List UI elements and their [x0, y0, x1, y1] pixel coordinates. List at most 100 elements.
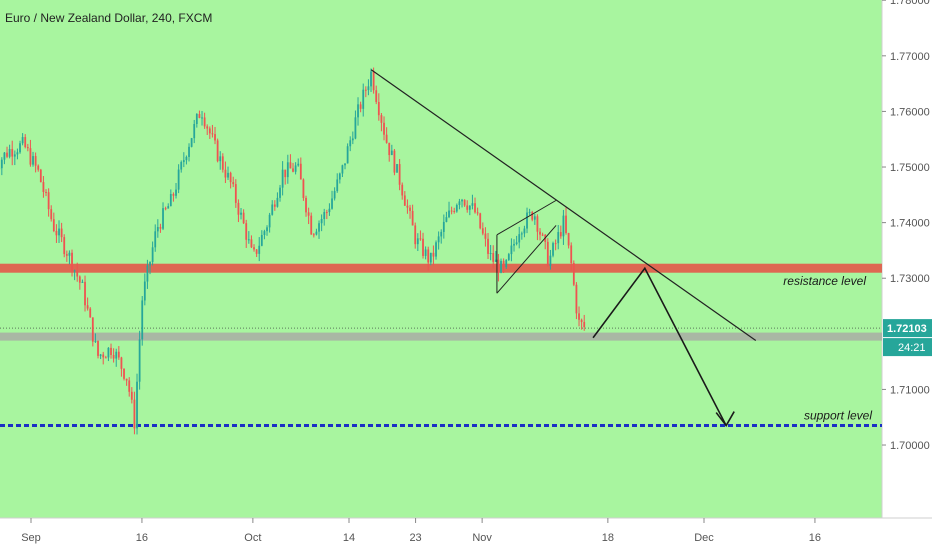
- candle-body-37[interactable]: [89, 308, 92, 318]
- candle-body-164[interactable]: [419, 238, 422, 240]
- candle-body-180[interactable]: [461, 199, 463, 202]
- candle-body-64[interactable]: [159, 227, 162, 229]
- candle-body-38[interactable]: [91, 317, 94, 342]
- candle-body-120[interactable]: [305, 197, 307, 213]
- candle-body-79[interactable]: [198, 114, 201, 118]
- candle-body-177[interactable]: [453, 210, 456, 212]
- candle-body-140[interactable]: [357, 104, 359, 118]
- candle-body-4[interactable]: [3, 152, 6, 160]
- candle-body-42[interactable]: [102, 354, 105, 358]
- candle-body-126[interactable]: [320, 219, 323, 224]
- candle-body-156[interactable]: [398, 164, 401, 185]
- candle-body-10[interactable]: [19, 143, 21, 153]
- candle-body-138[interactable]: [351, 138, 354, 141]
- candle-body-174[interactable]: [445, 217, 448, 222]
- candle-body-129[interactable]: [328, 208, 331, 213]
- candle-body-130[interactable]: [331, 198, 333, 209]
- candle-body-18[interactable]: [39, 169, 42, 183]
- candle-body-160[interactable]: [409, 207, 411, 211]
- candle-body-100[interactable]: [253, 247, 255, 250]
- candle-body-151[interactable]: [385, 134, 388, 143]
- candle-body-202[interactable]: [518, 234, 521, 243]
- candle-body-63[interactable]: [156, 227, 159, 232]
- candle-body-74[interactable]: [185, 156, 188, 161]
- candle-body-107[interactable]: [271, 204, 274, 215]
- candle-body-22[interactable]: [50, 209, 53, 220]
- candle-body-213[interactable]: [546, 241, 549, 266]
- candle-body-66[interactable]: [164, 208, 167, 210]
- candle-body-86[interactable]: [216, 140, 219, 162]
- candle-body-227[interactable]: [583, 322, 586, 328]
- candle-body-146[interactable]: [372, 71, 375, 91]
- candle-body-85[interactable]: [214, 134, 216, 141]
- candle-body-205[interactable]: [526, 212, 528, 229]
- candle-body-6[interactable]: [8, 149, 11, 157]
- candle-body-134[interactable]: [341, 165, 344, 174]
- candle-body-89[interactable]: [224, 169, 227, 178]
- candle-body-25[interactable]: [58, 228, 60, 236]
- candle-body-112[interactable]: [284, 169, 287, 178]
- candle-body-105[interactable]: [266, 227, 268, 232]
- candle-body-137[interactable]: [349, 140, 352, 147]
- candle-body-81[interactable]: [203, 117, 206, 127]
- candle-body-54[interactable]: [133, 399, 136, 429]
- candle-body-131[interactable]: [333, 191, 336, 199]
- candle-body-40[interactable]: [97, 340, 99, 356]
- candle-body-188[interactable]: [481, 228, 484, 234]
- candle-body-119[interactable]: [302, 179, 305, 198]
- candle-body-155[interactable]: [396, 164, 398, 173]
- candle-body-194[interactable]: [497, 259, 500, 273]
- candle-body-55[interactable]: [136, 381, 138, 429]
- candle-body-61[interactable]: [151, 247, 154, 262]
- candle-body-220[interactable]: [565, 215, 567, 234]
- candle-body-121[interactable]: [307, 212, 310, 216]
- candle-body-197[interactable]: [505, 259, 508, 268]
- candle-body-114[interactable]: [289, 162, 292, 169]
- candle-body-73[interactable]: [182, 160, 185, 163]
- candle-body-201[interactable]: [515, 242, 518, 244]
- candle-body-72[interactable]: [180, 162, 183, 170]
- candle-body-173[interactable]: [442, 221, 445, 232]
- plot-area[interactable]: [0, 0, 882, 518]
- candle-body-12[interactable]: [24, 137, 27, 148]
- candle-body-148[interactable]: [377, 101, 380, 116]
- candle-body-3[interactable]: [0, 159, 3, 169]
- candle-body-33[interactable]: [78, 276, 81, 283]
- candle-body-84[interactable]: [211, 133, 214, 135]
- candle-body-67[interactable]: [167, 206, 170, 209]
- candle-body-145[interactable]: [370, 71, 372, 87]
- candle-body-191[interactable]: [489, 253, 492, 255]
- candle-body-88[interactable]: [221, 156, 224, 170]
- candle-body-163[interactable]: [416, 238, 419, 245]
- candle-body-158[interactable]: [403, 195, 406, 206]
- candle-body-162[interactable]: [414, 225, 417, 245]
- candle-body-147[interactable]: [375, 90, 378, 102]
- candle-body-219[interactable]: [562, 215, 565, 237]
- candle-body-45[interactable]: [110, 347, 112, 355]
- candle-body-80[interactable]: [201, 117, 203, 119]
- candle-body-208[interactable]: [533, 216, 536, 220]
- candle-body-217[interactable]: [557, 232, 560, 244]
- candle-body-106[interactable]: [268, 214, 271, 228]
- candle-body-207[interactable]: [531, 211, 534, 220]
- candle-body-102[interactable]: [258, 245, 261, 254]
- candle-body-96[interactable]: [242, 212, 245, 224]
- candle-body-153[interactable]: [390, 150, 393, 156]
- candle-body-58[interactable]: [143, 281, 146, 301]
- candle-body-206[interactable]: [528, 211, 531, 213]
- candle-body-203[interactable]: [520, 233, 523, 235]
- candle-body-179[interactable]: [458, 201, 461, 205]
- candle-body-17[interactable]: [37, 165, 40, 170]
- candle-body-181[interactable]: [463, 199, 466, 206]
- candle-body-169[interactable]: [432, 252, 435, 257]
- candle-body-117[interactable]: [297, 163, 300, 166]
- candle-body-56[interactable]: [138, 339, 141, 382]
- candle-body-108[interactable]: [273, 204, 276, 207]
- channel-upper-line[interactable]: [496, 199, 557, 236]
- candle-body-44[interactable]: [107, 347, 110, 358]
- candle-body-52[interactable]: [128, 380, 131, 392]
- candle-body-101[interactable]: [255, 249, 258, 254]
- candle-body-222[interactable]: [570, 245, 573, 264]
- descending-trendline[interactable]: [370, 69, 757, 341]
